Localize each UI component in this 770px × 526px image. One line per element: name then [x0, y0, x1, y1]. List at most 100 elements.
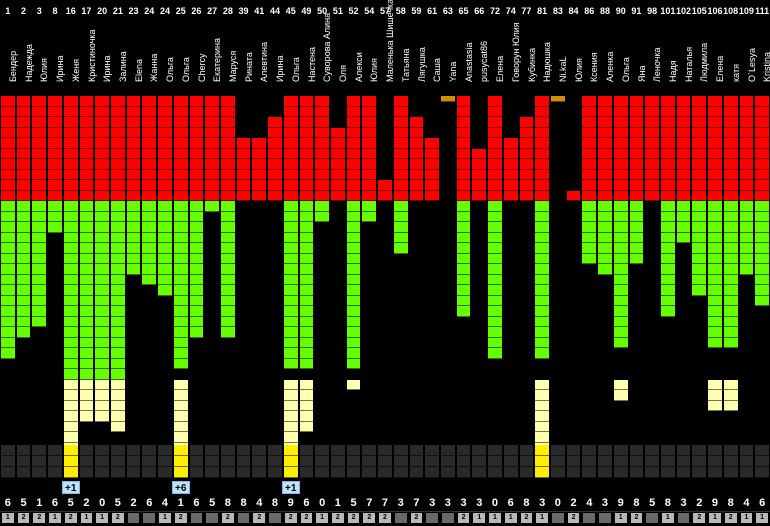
player-column[interactable]: 54 Юлия 7 2: [361, 0, 379, 526]
green-block: [723, 316, 738, 327]
player-column[interactable]: 65 Anastasia 3 2: [456, 0, 474, 526]
green-block: [723, 327, 738, 338]
player-column[interactable]: 108 катя 8 2: [723, 0, 741, 526]
red-block: [205, 117, 219, 128]
green-block: [221, 327, 235, 338]
player-column[interactable]: 23 Elena 2: [126, 0, 144, 526]
player-column[interactable]: 90 Ольга 9 1: [613, 0, 631, 526]
player-column[interactable]: 3 Юлия 1 2: [31, 0, 49, 526]
player-column[interactable]: 72 Елена 0 1: [487, 0, 505, 526]
player-column[interactable]: 20 Ирина 0 1: [94, 0, 112, 526]
green-block: [283, 295, 298, 306]
green-block: [63, 274, 78, 285]
green-block: [755, 295, 769, 306]
player-column[interactable]: 41 Алевтина 4 2: [251, 0, 269, 526]
grey-block: [1, 456, 15, 467]
grey-block: [315, 467, 329, 478]
green-block: [79, 201, 94, 212]
player-column[interactable]: 28 Маруся 8 2: [220, 0, 238, 526]
player-column[interactable]: 111 Kristina 6 1: [754, 0, 770, 526]
player-column[interactable]: 59 Лягушка 7 2: [409, 0, 427, 526]
red-block: [456, 169, 471, 180]
green-block: [488, 211, 502, 222]
player-column[interactable]: 44 Ирина 8: [267, 0, 285, 526]
green-block: [111, 222, 125, 233]
player-column[interactable]: 86 Ксения 4: [581, 0, 599, 526]
player-column[interactable]: 98 Леночка 5: [644, 0, 662, 526]
player-number: 105: [691, 6, 707, 16]
player-column[interactable]: 106 Елена 9 1: [707, 0, 725, 526]
grey-block: [519, 445, 534, 456]
player-column[interactable]: 81 Надюшка 3 1: [534, 0, 552, 526]
red-block: [16, 138, 31, 149]
player-column[interactable]: 45 Ольга 9 2: [283, 0, 301, 526]
player-badge: 1: [614, 513, 627, 523]
red-block: [393, 96, 408, 107]
red-block: [362, 180, 377, 191]
green-block: [142, 232, 157, 243]
player-column[interactable]: 74 Говорун Юлия 6 1: [503, 0, 521, 526]
player-name: pusycat86: [471, 22, 489, 92]
player-column[interactable]: 51 Оля 1 2: [330, 0, 348, 526]
red-block: [676, 127, 691, 138]
player-number: 17: [81, 6, 92, 16]
red-block: [299, 190, 314, 201]
red-block: [393, 159, 408, 170]
player-column[interactable]: 66 pusycat86 3 1: [471, 0, 489, 526]
player-column[interactable]: 83 Ni.kaL 0: [550, 0, 568, 526]
red-block: [48, 138, 62, 149]
player-column[interactable]: 50 Суворова Алина 0 1: [314, 0, 332, 526]
player-column[interactable]: 17 Кристиночка 2 1: [79, 0, 97, 526]
player-number: 108: [723, 6, 739, 16]
player-column[interactable]: 102 Наталья 3: [676, 0, 694, 526]
player-column[interactable]: 52 Алекси 5 2: [346, 0, 364, 526]
green-block: [189, 316, 204, 327]
green-block: [79, 358, 94, 369]
red-block: [189, 117, 204, 128]
player-column[interactable]: 2 Надежда 5 2: [16, 0, 34, 526]
player-column[interactable]: 88 Аленка 3: [597, 0, 615, 526]
player-column[interactable]: 84 Юлия 2 2: [566, 0, 584, 526]
player-column[interactable]: 49 Настена 6 2: [299, 0, 317, 526]
green-block: [456, 243, 471, 254]
green-block: [346, 316, 361, 327]
player-column[interactable]: 39 Рината 8: [236, 0, 254, 526]
player-column[interactable]: 105 Людмила 2 2: [691, 0, 709, 526]
red-block: [252, 169, 267, 180]
player-column[interactable]: 24 Ольга 4 1: [157, 0, 175, 526]
red-block: [629, 180, 644, 191]
cream-block: [111, 421, 125, 432]
grey-block: [692, 445, 707, 456]
red-block: [425, 169, 439, 180]
player-column[interactable]: 58 Татьяна 3: [393, 0, 411, 526]
player-column[interactable]: 24 Жанна 6: [141, 0, 159, 526]
player-column[interactable]: 77 Кубинка 8 2: [519, 0, 537, 526]
player-column[interactable]: 63 Yana 3: [440, 0, 458, 526]
player-column[interactable]: 25 Ольга 1 2: [173, 0, 191, 526]
player-column[interactable]: 27 Екатерина 5: [204, 0, 222, 526]
red-block: [676, 180, 691, 191]
red-block: [63, 159, 78, 170]
player-column[interactable]: 109 O`Lesya 4 1: [739, 0, 757, 526]
player-name: Elena: [126, 22, 144, 92]
player-column[interactable]: 57 Маленька Шишечка 7 2: [377, 0, 395, 526]
player-number: 49: [301, 6, 312, 16]
grey-block: [1, 467, 15, 478]
green-block: [676, 201, 691, 212]
player-column[interactable]: 16 Женя 5 2: [63, 0, 81, 526]
green-block: [755, 264, 769, 275]
player-column[interactable]: 101 Надя 8 1: [660, 0, 678, 526]
player-column[interactable]: 26 Chercy 6: [189, 0, 207, 526]
red-block: [331, 127, 345, 138]
player-column[interactable]: 61 Саша 3: [424, 0, 442, 526]
player-column[interactable]: 91 Яна 8 2: [629, 0, 647, 526]
player-column[interactable]: 8 Ирина 6 1: [47, 0, 65, 526]
green-block: [346, 201, 361, 212]
red-block: [708, 190, 722, 201]
player-column[interactable]: 21 Залина 5 2: [110, 0, 128, 526]
green-block: [723, 295, 738, 306]
red-block: [1, 180, 15, 191]
player-column[interactable]: 1 Бендер 6 1: [0, 0, 18, 526]
grey-block: [661, 456, 675, 467]
red-block: [739, 106, 754, 117]
